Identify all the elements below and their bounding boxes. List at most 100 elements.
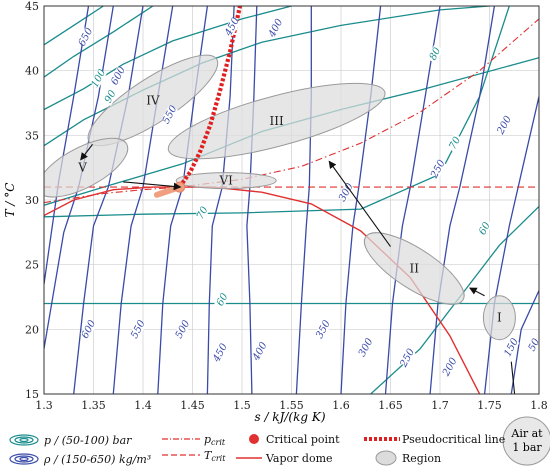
air-callout: Air at 1 bar — [502, 416, 550, 466]
label-halo — [315, 319, 332, 339]
label-halo — [129, 319, 147, 339]
label-halo — [503, 338, 520, 357]
label-halo — [194, 203, 211, 223]
isochore-line — [206, 6, 235, 394]
process-arrow — [510, 361, 516, 394]
label-halo — [77, 27, 94, 47]
legend-tcrit-label: Tcrit — [204, 449, 226, 463]
region-ellipse — [44, 137, 129, 198]
x-tick-label: 1.5 — [233, 399, 251, 412]
region-ellipse — [175, 172, 277, 190]
isochore-line — [340, 6, 382, 394]
x-tick-label: 1.3 — [35, 399, 53, 412]
y-tick-label: 30 — [25, 194, 39, 207]
label-halo — [267, 18, 284, 38]
label-halo — [337, 182, 355, 202]
x-tick-label: 1.35 — [81, 399, 106, 412]
label-halo — [161, 105, 178, 125]
callout-bubble — [502, 416, 550, 466]
x-tick-label: 1.7 — [431, 399, 449, 412]
isochore-line — [429, 6, 496, 394]
legend-isobar-label: p / (50-100) bar — [44, 434, 132, 447]
region-ellipse — [167, 82, 386, 160]
x-tick-label: 1.6 — [332, 399, 350, 412]
isochore-label: 450 — [211, 341, 230, 364]
label-halo — [110, 66, 127, 86]
callout-line-2: 1 bar — [512, 441, 542, 454]
isobar-line — [44, 6, 292, 111]
pseudocritical-dotted-line — [177, 6, 243, 189]
pcrit-dashdot-line — [44, 18, 539, 204]
region-ellipse — [363, 232, 465, 305]
legend-pcrit-label: pcrit — [204, 433, 226, 447]
label-halo — [476, 219, 493, 238]
callout-line-1: Air at — [510, 427, 543, 440]
region-label: IV — [146, 93, 160, 107]
process-arrow — [328, 160, 391, 247]
label-halo — [102, 87, 119, 106]
label-halo — [496, 115, 513, 135]
isochore-label: 200 — [495, 114, 514, 137]
region-label: I — [497, 311, 502, 325]
x-tick-label: 1.55 — [279, 399, 304, 412]
label-halo — [174, 319, 191, 339]
label-halo — [399, 348, 416, 368]
y-tick-label: 45 — [25, 0, 39, 13]
label-halo — [80, 319, 97, 339]
isochore-label: 50 — [527, 336, 543, 353]
legend-pseudocritical: Pseudocritical line — [364, 433, 505, 446]
isochore-line — [73, 6, 144, 394]
region-label: VI — [218, 174, 233, 188]
legend-region: Region — [375, 450, 441, 466]
isochore-label: 450 — [223, 15, 242, 38]
label-halo — [429, 159, 447, 179]
region-label: V — [77, 161, 87, 175]
isochore-label: 400 — [250, 340, 269, 363]
isochore-line — [384, 6, 441, 394]
isochore-label: 400 — [266, 17, 285, 40]
region-label: II — [410, 262, 420, 276]
x-tick-label: 1.4 — [134, 399, 152, 412]
isochore-line — [44, 6, 90, 285]
process-arrow — [123, 181, 182, 191]
legend-pseudocritical-label: Pseudocritical line — [402, 433, 505, 446]
isochore-line — [246, 6, 258, 394]
y-tick-label: 40 — [25, 65, 39, 78]
isochore-lines — [44, 6, 539, 394]
label-halo — [251, 341, 268, 361]
isochore-line — [295, 6, 312, 394]
isobar-line — [44, 6, 154, 78]
axis-ticks: 1.3 1.35 1.4 1.45 1.5 1.55 1.6 1.65 1.7 1.75 1.8 15… — [25, 0, 548, 412]
label-halo — [525, 335, 539, 355]
region-ellipse — [482, 295, 516, 341]
legend-vapor-dome: Vapor dome — [236, 452, 333, 465]
y-tick-label: 35 — [25, 129, 39, 142]
x-tick-label: 1.75 — [477, 399, 502, 412]
y-axis-label: T / °C — [3, 183, 17, 218]
legend-pcrit: pcrit — [162, 433, 226, 447]
legend-critical-point-label: Critical point — [266, 433, 340, 446]
label-halo — [357, 338, 374, 357]
region-label: III — [270, 114, 284, 128]
plot-frame — [43, 5, 540, 395]
isochore-label: 300 — [357, 336, 376, 359]
label-halo — [446, 133, 464, 153]
label-halo — [212, 343, 229, 363]
y-tick-label: 15 — [25, 388, 39, 401]
label-halo — [223, 17, 241, 37]
label-halo — [441, 357, 459, 377]
legend-tcrit: Tcrit — [162, 449, 226, 463]
legend-isochore: ρ / (150-650) kg/m³ — [9, 453, 151, 466]
x-tick-label: 1.8 — [530, 399, 548, 412]
label-halo — [426, 44, 444, 64]
pcrit-line — [44, 18, 539, 204]
process-arrows — [80, 144, 516, 394]
legend-vapor-dome-label: Vapor dome — [265, 452, 333, 465]
process-arrow — [80, 144, 93, 161]
isochore-label: 600 — [109, 65, 128, 88]
legend: p / (50-100) bar ρ / (150-650) kg/m³ pcr… — [9, 433, 505, 466]
legend-isochore-label: ρ / (150-650) kg/m³ — [43, 453, 151, 466]
